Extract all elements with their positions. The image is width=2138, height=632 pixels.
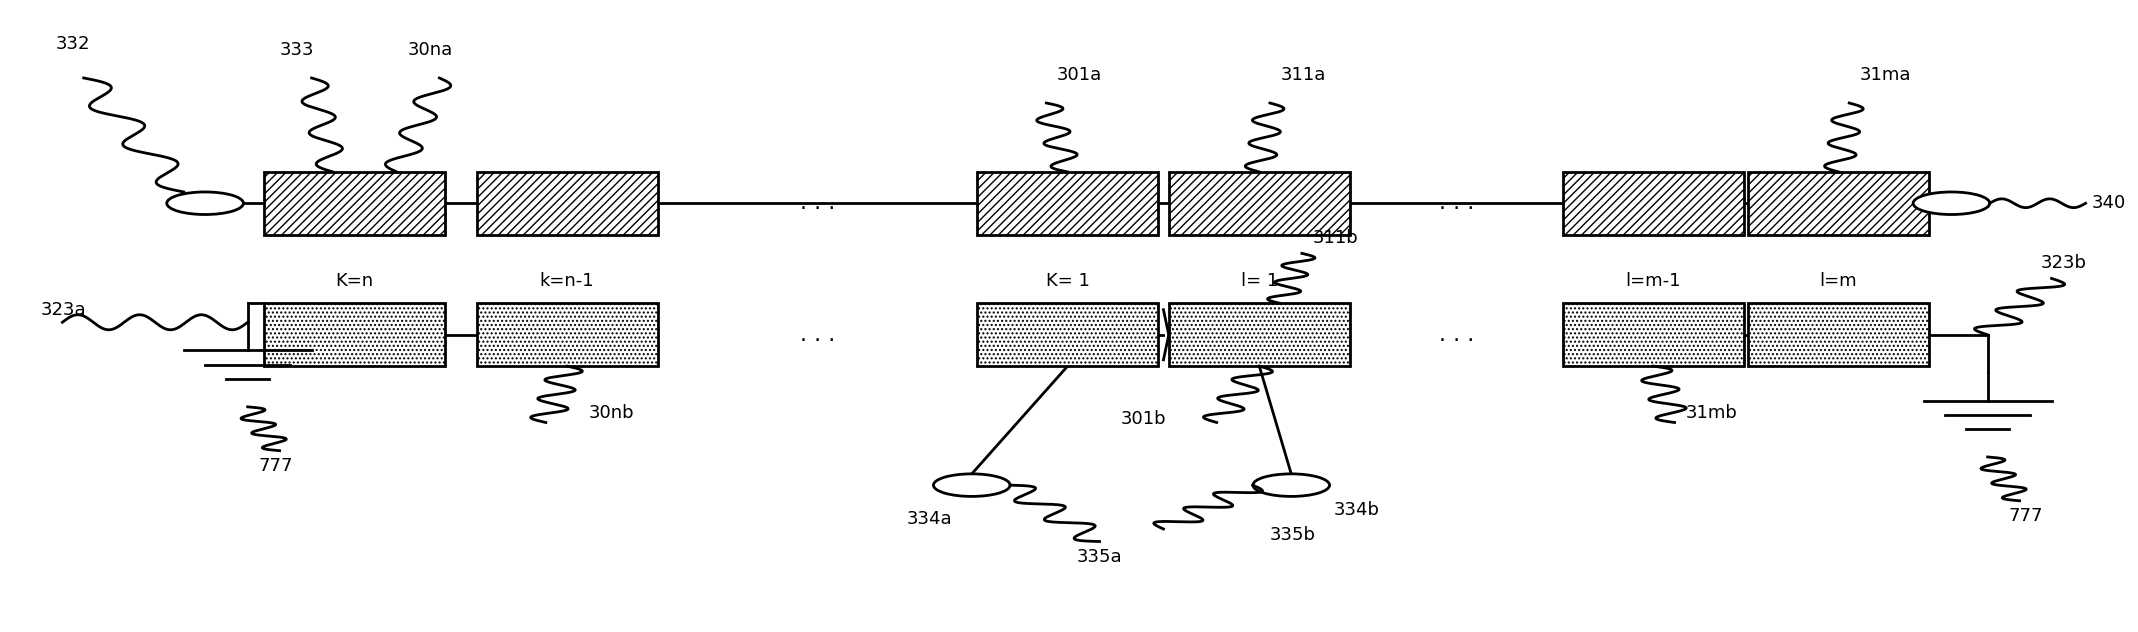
- Circle shape: [1253, 474, 1330, 496]
- Text: 334a: 334a: [907, 510, 951, 528]
- Circle shape: [1914, 192, 1990, 214]
- Text: l= 1: l= 1: [1240, 272, 1279, 290]
- FancyBboxPatch shape: [977, 172, 1159, 234]
- FancyBboxPatch shape: [477, 303, 659, 366]
- FancyBboxPatch shape: [1749, 303, 1928, 366]
- Text: l=m: l=m: [1819, 272, 1858, 290]
- Text: . . .: . . .: [1439, 325, 1473, 345]
- FancyBboxPatch shape: [1169, 172, 1349, 234]
- Text: 323b: 323b: [2042, 254, 2087, 272]
- Text: 335a: 335a: [1078, 548, 1122, 566]
- Text: 323a: 323a: [41, 301, 88, 319]
- FancyBboxPatch shape: [1749, 172, 1928, 234]
- Text: 311b: 311b: [1313, 229, 1358, 247]
- Text: . . .: . . .: [800, 325, 836, 345]
- Text: . . .: . . .: [800, 193, 836, 213]
- FancyBboxPatch shape: [1169, 303, 1349, 366]
- Text: K= 1: K= 1: [1045, 272, 1090, 290]
- Text: 334b: 334b: [1334, 501, 1379, 519]
- Circle shape: [934, 474, 1009, 496]
- FancyBboxPatch shape: [477, 172, 659, 234]
- Text: 30na: 30na: [408, 41, 453, 59]
- Text: 335b: 335b: [1270, 526, 1315, 544]
- Text: 31ma: 31ma: [1860, 66, 1911, 84]
- Text: 777: 777: [259, 457, 293, 475]
- Text: 777: 777: [2010, 507, 2044, 525]
- Text: 333: 333: [280, 41, 314, 59]
- FancyBboxPatch shape: [263, 303, 445, 366]
- Text: K=n: K=n: [336, 272, 374, 290]
- Text: 332: 332: [56, 35, 90, 53]
- Text: 30nb: 30nb: [588, 404, 635, 422]
- Text: 301a: 301a: [1056, 66, 1103, 84]
- Text: 31mb: 31mb: [1685, 404, 1736, 422]
- Circle shape: [167, 192, 244, 214]
- Text: 301b: 301b: [1120, 410, 1167, 428]
- FancyBboxPatch shape: [977, 303, 1159, 366]
- Text: 340: 340: [2091, 194, 2125, 212]
- Text: l=m-1: l=m-1: [1625, 272, 1680, 290]
- Text: . . .: . . .: [1439, 193, 1473, 213]
- Text: 311a: 311a: [1281, 66, 1326, 84]
- FancyBboxPatch shape: [263, 172, 445, 234]
- Text: k=n-1: k=n-1: [539, 272, 594, 290]
- FancyBboxPatch shape: [1563, 303, 1745, 366]
- FancyBboxPatch shape: [1563, 172, 1745, 234]
